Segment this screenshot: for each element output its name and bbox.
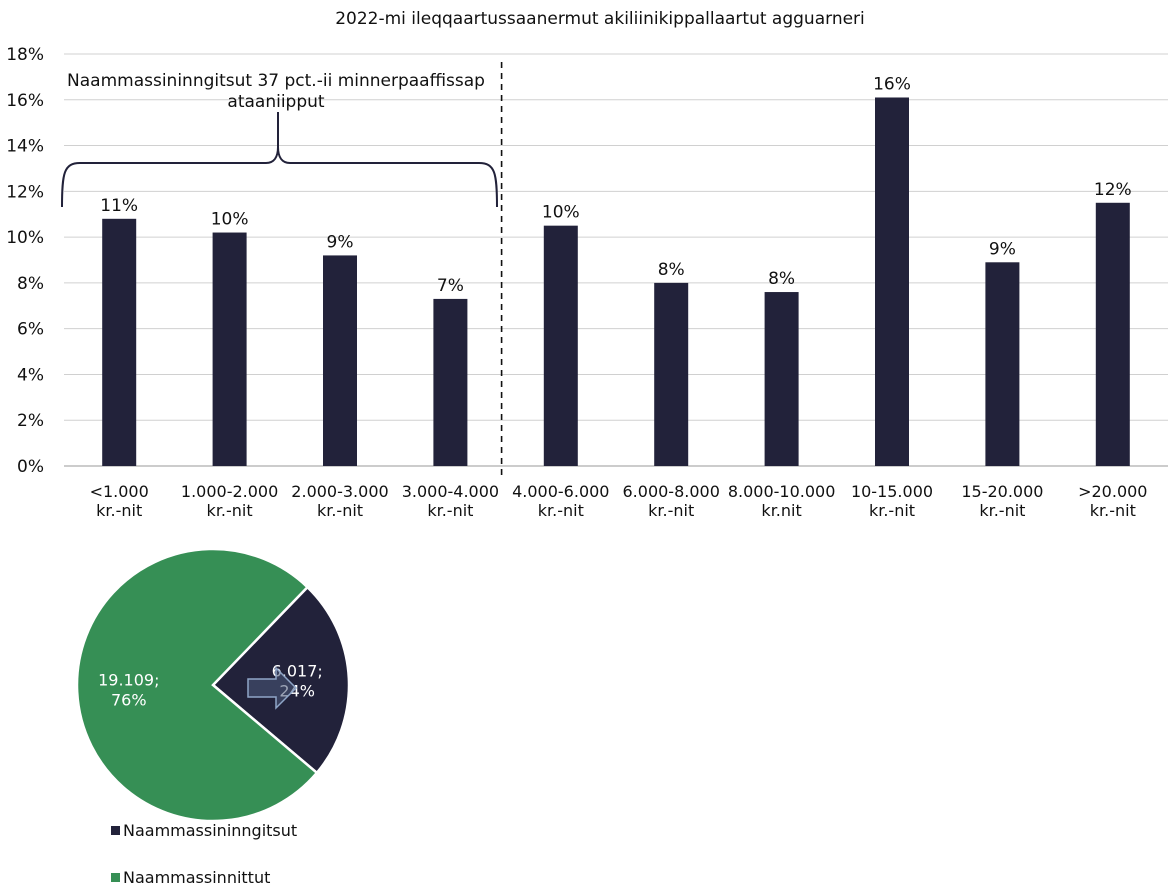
- y-tick-label: 16%: [6, 91, 44, 111]
- y-axis-ticks: 0% 2% 4% 6% 8% 10% 12% 14% 16% 18%: [6, 45, 44, 477]
- x-tick-label: kr.-nit: [869, 501, 915, 520]
- x-tick-label: 6.000-8.000: [623, 482, 720, 501]
- y-tick-label: 14%: [6, 137, 44, 157]
- pie-slice-label: 76%: [111, 690, 147, 709]
- legend-swatch: [111, 826, 120, 835]
- bar: [875, 97, 909, 466]
- x-tick-label: 15-20.000: [961, 482, 1043, 501]
- data-label: 8%: [658, 260, 685, 280]
- x-tick-label: kr.-nit: [648, 501, 694, 520]
- y-tick-label: 4%: [17, 365, 44, 385]
- x-axis-categories: <1.000kr.-nit1.000-2.000kr.-nit2.000-3.0…: [90, 482, 1148, 520]
- data-label: 11%: [100, 196, 138, 216]
- pie-slice: [75, 547, 319, 823]
- data-label: 10%: [542, 203, 580, 223]
- pie-legend: Naammassininngitsut Naammassinnittut: [111, 821, 297, 887]
- legend-label: Naammassinnittut: [123, 868, 270, 887]
- pie-chart: 6.017;24%19.109;76%: [75, 547, 351, 823]
- y-tick-label: 18%: [6, 45, 44, 65]
- y-tick-label: 2%: [17, 411, 44, 431]
- data-label: 9%: [327, 232, 354, 252]
- x-tick-label: kr.-nit: [538, 501, 584, 520]
- annotation-line-1: Naammassininngitsut 37 pct.-ii minnerpaa…: [67, 71, 485, 91]
- data-label: 8%: [768, 269, 795, 289]
- annotation-group: Naammassininngitsut 37 pct.-ii minnerpaa…: [61, 62, 503, 476]
- bar: [1095, 202, 1130, 466]
- y-tick-label: 10%: [6, 228, 44, 248]
- data-label: 9%: [989, 239, 1016, 259]
- data-label: 16%: [873, 74, 911, 94]
- x-tick-label: kr.-nit: [96, 501, 142, 520]
- data-labels: 11% 10% 9% 7% 10% 8% 8% 16% 9% 12%: [100, 74, 1131, 295]
- bar: [985, 262, 1020, 466]
- x-tick-label: kr.-nit: [979, 501, 1025, 520]
- legend-label: Naammassininngitsut: [123, 821, 297, 840]
- bar: [323, 255, 357, 466]
- x-tick-label: kr.-nit: [1090, 501, 1136, 520]
- x-tick-label: 3.000-4.000: [402, 482, 499, 501]
- bar-chart-title: 2022-mi ileqqaartussaanermut akiliinikip…: [335, 9, 865, 29]
- x-tick-label: <1.000: [90, 482, 149, 501]
- bar: [433, 298, 468, 466]
- data-label: 7%: [437, 276, 464, 296]
- bar: [654, 282, 689, 466]
- x-tick-label: 8.000-10.000: [728, 482, 836, 501]
- arrow-icon: [247, 666, 298, 710]
- brace-bracket: [61, 112, 498, 208]
- x-tick-label: kr.-nit: [427, 501, 473, 520]
- annotation-line-2: ataaniipput: [227, 92, 324, 112]
- x-tick-label: 10-15.000: [851, 482, 933, 501]
- bar-series: [102, 97, 1130, 466]
- y-tick-label: 8%: [17, 274, 44, 294]
- data-label: 10%: [211, 210, 249, 230]
- x-tick-label: 1.000-2.000: [181, 482, 278, 501]
- x-tick-label: 2.000-3.000: [291, 482, 388, 501]
- bar: [543, 225, 578, 466]
- x-tick-label: 4.000-6.000: [512, 482, 609, 501]
- data-label: 12%: [1094, 180, 1132, 200]
- bar: [764, 292, 799, 466]
- legend-swatch: [111, 873, 120, 882]
- bar: [212, 232, 247, 466]
- y-tick-label: 6%: [17, 320, 44, 340]
- x-tick-label: kr.-nit: [317, 501, 363, 520]
- pie-slice-label: 19.109;: [98, 670, 159, 689]
- x-tick-label: >20.000: [1078, 482, 1147, 501]
- bar: [102, 218, 137, 466]
- x-tick-label: kr.nit: [761, 501, 801, 520]
- gridlines: [64, 53, 1168, 467]
- y-tick-label: 12%: [6, 182, 44, 202]
- y-tick-label: 0%: [17, 457, 44, 477]
- x-tick-label: kr.-nit: [207, 501, 253, 520]
